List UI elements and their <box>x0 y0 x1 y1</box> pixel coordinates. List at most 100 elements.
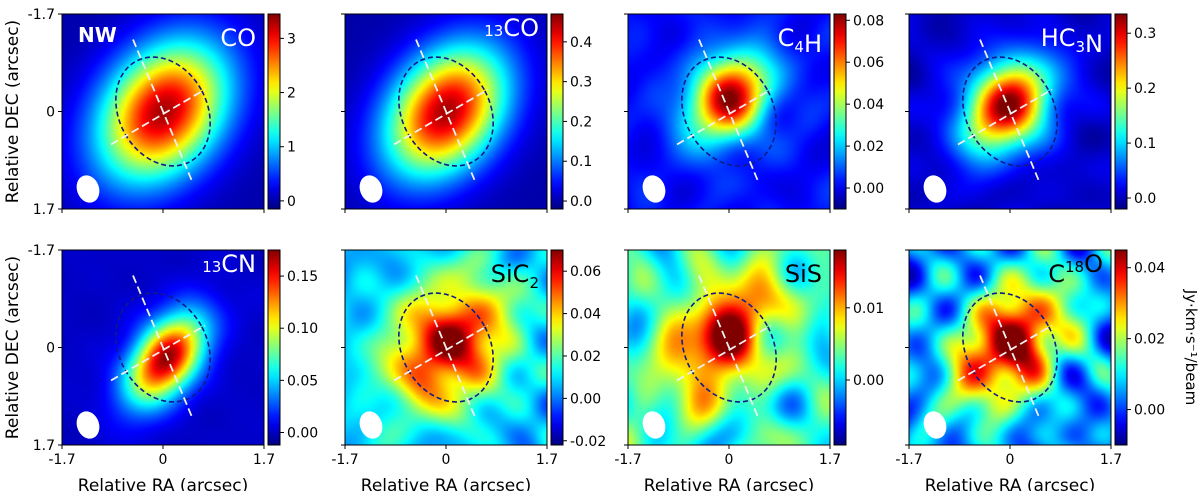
beam-ellipse <box>359 175 383 203</box>
beam-ellipse <box>642 175 666 203</box>
colorbar-tick-label: 0.04 <box>853 97 884 113</box>
minor-axis-line <box>676 324 772 382</box>
beam-ellipse <box>359 411 383 439</box>
colorbar-tick-label: 0.1 <box>1134 136 1156 152</box>
colorbar-tick-label: 0.08 <box>853 13 884 29</box>
colorbar-tick-label: 0.3 <box>1134 26 1156 42</box>
x-tick-label: -1.7 <box>895 452 922 468</box>
colorbar-tick-label: 0.00 <box>853 181 884 197</box>
x-tick-label: 0 <box>442 452 451 468</box>
beam-ellipse <box>76 411 100 439</box>
x-tick-label: -1.7 <box>331 452 358 468</box>
panel-co: CO NW 0 1 2 3 1.7 0 -1.7 Relative DEC (arcsec) <box>3 7 296 218</box>
panel-sis: SiS 0.00 0.01 -1.7 0 1.7 Relative RA (arcsec) <box>614 249 884 491</box>
beam-ellipse <box>923 175 947 203</box>
aperture-ellipse <box>681 292 777 403</box>
x-tick-label: 0 <box>725 452 734 468</box>
colorbar-tick-label: 0.0 <box>570 194 592 210</box>
colorbar-tick-label: 0.15 <box>287 269 318 285</box>
colorbar-tick-label: 2 <box>287 86 296 102</box>
x-axis-label: Relative RA (arcsec) <box>644 476 814 491</box>
molecule-label: SiC2 <box>491 260 539 292</box>
y-axis-label: Relative DEC (arcsec) <box>3 20 23 203</box>
colorbar-tick-label: 0.04 <box>570 307 601 323</box>
colorbar-tick-label: 1 <box>287 140 296 156</box>
colorbar <box>550 13 564 210</box>
minor-axis-line <box>957 88 1053 146</box>
panel-13cn: 13CN0.000.050.100.15-1.71.7001.7-1.7Rela… <box>3 243 318 491</box>
colorbar <box>550 249 564 446</box>
colorbar-tick-label: 0.10 <box>287 321 318 337</box>
y-axis-label: Relative DEC (arcsec) <box>3 256 23 439</box>
y-tick-label: 0 <box>46 341 55 357</box>
molecule-label: CO <box>220 24 256 52</box>
molecule-label: 13CN <box>202 250 256 278</box>
x-tick-label: 1.7 <box>253 452 275 468</box>
colorbar-tick-label: 0.04 <box>1134 261 1165 277</box>
minor-axis-line <box>957 324 1053 382</box>
aperture-ellipse <box>962 292 1058 403</box>
colorbar-tick-label: 0.02 <box>853 139 884 155</box>
panel-13co: 13CO 0.0 0.1 0.2 0.3 0.4 <box>341 13 592 213</box>
major-axis-line <box>979 275 1041 420</box>
major-axis-line <box>132 275 194 420</box>
minor-axis-line <box>393 88 489 146</box>
y-tick-label: -1.7 <box>28 7 55 23</box>
aperture-ellipse <box>115 292 211 403</box>
molecule-label: HC3N <box>1041 24 1103 58</box>
minor-axis-line <box>110 88 206 146</box>
colorbar-tick-label: 0.02 <box>1134 332 1165 348</box>
colorbar-tick-label: 0.05 <box>287 373 318 389</box>
panel-c4h: C4H 0.00 0.02 0.04 0.06 0.08 <box>624 13 884 213</box>
x-tick-label: -1.7 <box>614 452 641 468</box>
y-tick-label: 1.7 <box>33 438 55 454</box>
colorbar-tick-label: 0.3 <box>570 75 592 91</box>
colorbar-tick-label: -0.02 <box>570 434 606 450</box>
major-axis-line <box>415 275 477 420</box>
colorbar <box>833 249 847 446</box>
colorbar-tick-label: 3 <box>287 31 296 47</box>
colorbar <box>1114 13 1128 210</box>
beam-ellipse <box>642 411 666 439</box>
y-tick-label: -1.7 <box>28 243 55 259</box>
colorbar <box>1114 249 1128 446</box>
colorbar-tick-label: 0.4 <box>570 35 592 51</box>
x-axis-label: Relative RA (arcsec) <box>925 476 1095 491</box>
y-tick-label: 1.7 <box>33 202 55 218</box>
beam-ellipse <box>923 411 947 439</box>
beam-ellipse <box>76 175 100 203</box>
major-axis-line <box>132 39 194 184</box>
x-tick-label: 0 <box>1006 452 1015 468</box>
molecule-label: C4H <box>778 24 822 58</box>
colorbar-tick-label: 0 <box>287 194 296 210</box>
colorbar <box>267 13 281 210</box>
colorbar-tick-label: 0.01 <box>853 301 884 317</box>
colorbar-tick-label: 0.06 <box>570 264 601 280</box>
colorbar-tick-label: 0.2 <box>1134 81 1156 97</box>
colorbar-tick-label: 0.06 <box>853 55 884 71</box>
aperture-ellipse <box>115 56 211 167</box>
aperture-ellipse <box>398 56 494 167</box>
minor-axis-line <box>393 324 489 382</box>
colorbar-tick-label: 0.00 <box>853 373 884 389</box>
y-tick-label: 0 <box>46 105 55 121</box>
region-label: NW <box>78 23 117 47</box>
colorbar-tick-label: 0.00 <box>570 391 601 407</box>
molecule-label: SiS <box>785 260 822 288</box>
minor-axis-line <box>110 324 206 382</box>
minor-axis-line <box>676 88 772 146</box>
x-axis-label: Relative RA (arcsec) <box>361 476 531 491</box>
aperture-ellipse <box>962 56 1058 167</box>
colorbar-tick-label: 0.00 <box>1134 403 1165 419</box>
x-tick-label: 1.7 <box>819 452 841 468</box>
x-axis-label: Relative RA (arcsec) <box>78 476 248 491</box>
colorbar <box>267 249 281 446</box>
x-tick-label: 0 <box>159 452 168 468</box>
colorbar-tick-label: 0.2 <box>570 114 592 130</box>
major-axis-line <box>415 39 477 184</box>
molecule-label: 13CO <box>484 14 539 42</box>
x-tick-label: 1.7 <box>536 452 558 468</box>
major-axis-line <box>698 275 760 420</box>
major-axis-line <box>698 39 760 184</box>
